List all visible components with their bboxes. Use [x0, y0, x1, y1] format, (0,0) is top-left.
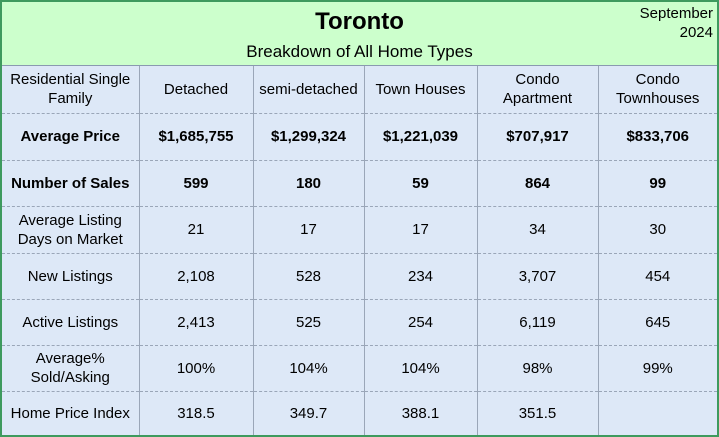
- row-label: Home Price Index: [2, 391, 140, 435]
- table-row: Average Listing Days on Market 21 17 17 …: [2, 206, 717, 254]
- column-header: Town Houses: [364, 66, 478, 114]
- column-header: Detached: [139, 66, 254, 114]
- report-year: 2024: [679, 24, 713, 41]
- table-row: Home Price Index 318.5 349.7 388.1 351.5: [2, 391, 717, 435]
- table-cell: 388.1: [364, 391, 478, 435]
- table-cell: 59: [364, 160, 478, 207]
- row-label: Active Listings: [2, 299, 140, 346]
- table-cell: 100%: [139, 345, 254, 392]
- table-row: Average% Sold/Asking 100% 104% 104% 98% …: [2, 345, 717, 392]
- table-cell: 254: [364, 299, 478, 346]
- table-cell: 349.7: [253, 391, 365, 435]
- table-cell: 351.5: [477, 391, 599, 435]
- table-cell: 21: [139, 206, 254, 254]
- table-cell: 3,707: [477, 253, 599, 300]
- table-cell: 17: [364, 206, 478, 254]
- column-header: Condo Apartment: [477, 66, 599, 114]
- table-cell: 6,119: [477, 299, 599, 346]
- table-cell: 599: [139, 160, 254, 207]
- table-cell: $1,299,324: [253, 113, 365, 161]
- table-cell: 2,413: [139, 299, 254, 346]
- report-header: Toronto Breakdown of All Home Types Sept…: [2, 2, 717, 66]
- table-row: New Listings 2,108 528 234 3,707 454: [2, 253, 717, 300]
- table-row: Number of Sales 599 180 59 864 99: [2, 160, 717, 207]
- table-cell: $1,685,755: [139, 113, 254, 161]
- row-label: New Listings: [2, 253, 140, 300]
- report-date: September 2024: [640, 4, 713, 42]
- table-cell: 454: [598, 253, 717, 300]
- table-cell: $1,221,039: [364, 113, 478, 161]
- table-cell: 645: [598, 299, 717, 346]
- table-cell: 234: [364, 253, 478, 300]
- table-cell: 34: [477, 206, 599, 254]
- table-cell: 99%: [598, 345, 717, 392]
- table-cell: 318.5: [139, 391, 254, 435]
- row-label: Number of Sales: [2, 160, 140, 207]
- table-header-row: Residential Single Family Detached semi-…: [2, 66, 717, 114]
- report-subtitle: Breakdown of All Home Types: [246, 42, 473, 61]
- column-header: semi-detached: [253, 66, 365, 114]
- report-title: Toronto: [315, 8, 404, 35]
- report-month: September: [639, 5, 713, 22]
- row-label: Average% Sold/Asking: [2, 345, 140, 392]
- table-cell: 99: [598, 160, 717, 207]
- row-label: Average Listing Days on Market: [2, 206, 140, 254]
- table-cell: 525: [253, 299, 365, 346]
- table-cell: 864: [477, 160, 599, 207]
- table-cell: [598, 391, 717, 435]
- table-cell: 17: [253, 206, 365, 254]
- table-row: Average Price $1,685,755 $1,299,324 $1,2…: [2, 113, 717, 161]
- table-cell: 98%: [477, 345, 599, 392]
- table-cell: 180: [253, 160, 365, 207]
- table-cell: $707,917: [477, 113, 599, 161]
- table-cell: 528: [253, 253, 365, 300]
- table-cell: $833,706: [598, 113, 717, 161]
- column-header: Residential Single Family: [2, 66, 140, 114]
- table-cell: 104%: [253, 345, 365, 392]
- table-cell: 30: [598, 206, 717, 254]
- home-types-table: Residential Single Family Detached semi-…: [2, 66, 717, 435]
- table-cell: 2,108: [139, 253, 254, 300]
- table-row: Active Listings 2,413 525 254 6,119 645: [2, 299, 717, 346]
- row-label: Average Price: [2, 113, 140, 161]
- column-header: Condo Townhouses: [598, 66, 717, 114]
- table-cell: 104%: [364, 345, 478, 392]
